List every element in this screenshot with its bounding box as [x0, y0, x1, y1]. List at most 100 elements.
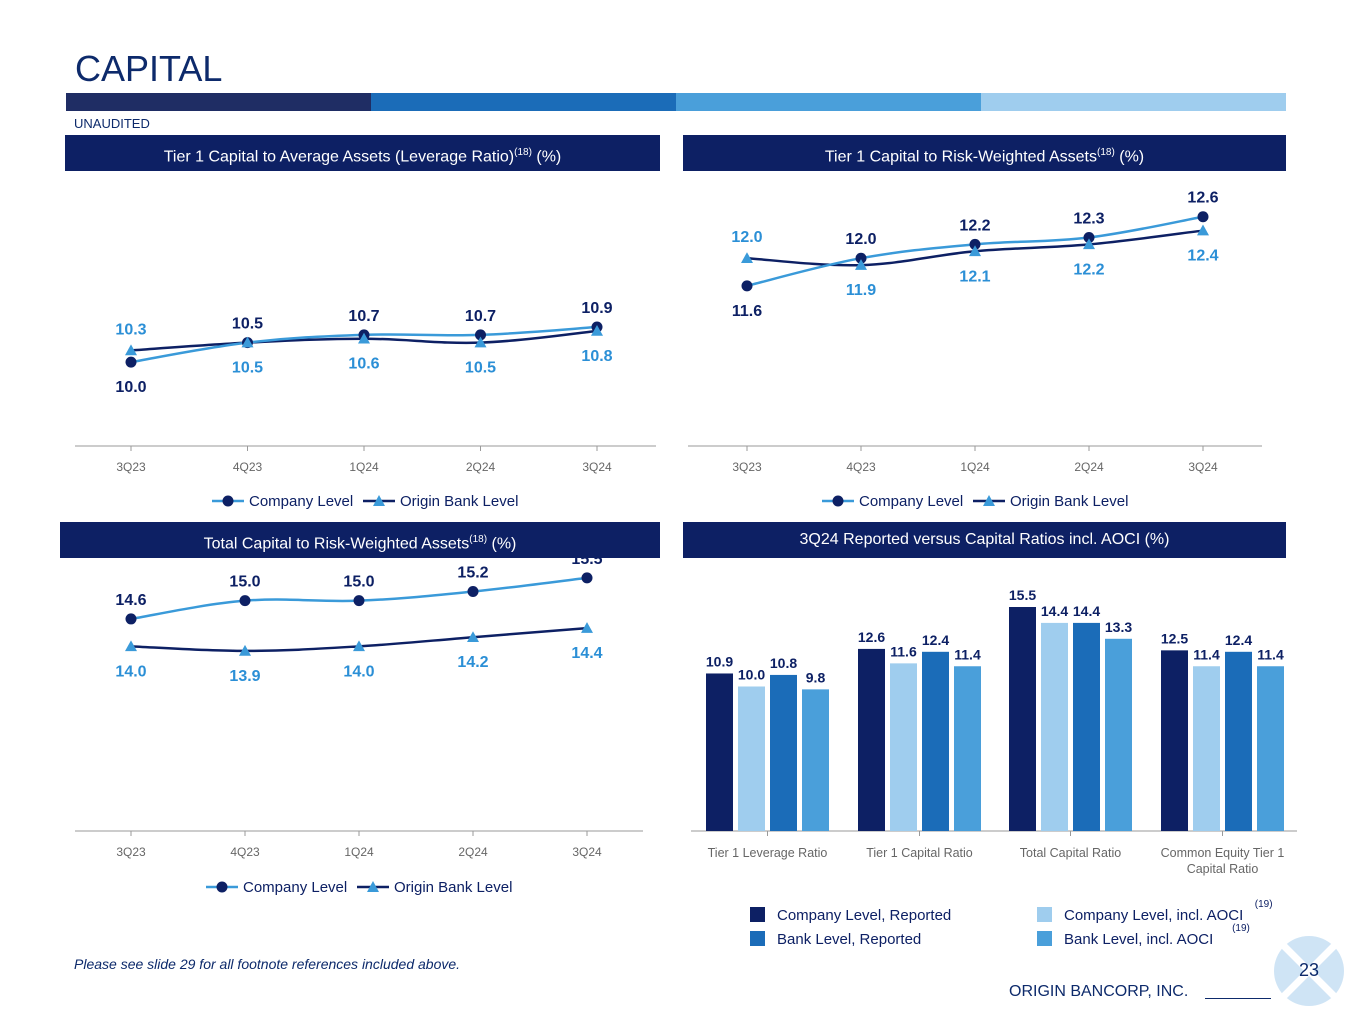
chart1-bank-label: 10.3: [115, 321, 146, 338]
chart2-bank-label: 12.4: [1187, 248, 1218, 265]
chart4-bar-label: 11.4: [1193, 646, 1220, 662]
chart4-bar: [954, 666, 981, 831]
chart2-bank-point: [855, 259, 867, 270]
chart4-legend-swatch: [750, 907, 765, 922]
page-number: 23: [1299, 960, 1320, 980]
title-stripe-4: [981, 93, 1286, 111]
chart2-tick-label: 1Q24: [960, 460, 990, 474]
chart4-bar-label: 12.4: [1225, 632, 1252, 648]
chart4-bar: [922, 651, 949, 831]
chart4-bar: [1105, 638, 1132, 831]
chart4-bar: [738, 686, 765, 831]
chart1-bank-label: 10.8: [581, 348, 612, 365]
chart3-tick-label: 1Q24: [344, 845, 374, 859]
chart2-company-point: [969, 238, 981, 250]
chart2-bank-label: 12.0: [731, 229, 762, 246]
chart2-tick-label: 4Q23: [846, 460, 876, 474]
chart3-bank-label: 13.9: [229, 668, 260, 685]
chart1-tick-label: 2Q24: [466, 460, 496, 474]
chart3-company-point: [467, 586, 479, 598]
chart4-legend-swatch: [1037, 907, 1052, 922]
chart4-legend-label: Bank Level, Reported: [777, 931, 921, 948]
chart3-legend-bank-label: Origin Bank Level: [394, 879, 512, 896]
chart1-tick-label: 1Q24: [349, 460, 379, 474]
chart1-company-label: 10.0: [115, 379, 146, 396]
chart4-bar-label: 11.4: [1257, 646, 1284, 662]
chart1-bank-point: [125, 344, 137, 356]
chart1-legend-bank-marker: [373, 495, 385, 506]
chart2-tick-label: 2Q24: [1074, 460, 1104, 474]
chart2-company-point: [741, 280, 753, 292]
chart2-legend-company-label: Company Level: [859, 493, 963, 510]
chart3-bank-label: 14.0: [343, 663, 374, 680]
chart2-bank-point: [969, 245, 981, 257]
chart4-bar: [1161, 650, 1188, 831]
chart2-company-label: 12.6: [1187, 190, 1218, 207]
chart3-title-unit: (%): [491, 535, 517, 553]
chart4-bar: [706, 673, 733, 831]
chart1-company-point: [125, 356, 137, 368]
chart2-bank-label: 11.9: [846, 282, 876, 299]
chart2-company-label: 12.0: [845, 231, 876, 248]
chart3-company-label: 15.0: [229, 574, 260, 591]
chart3-bank-point: [581, 622, 593, 633]
chart4-bar: [802, 689, 829, 831]
title-stripe-2: [371, 93, 676, 111]
chart3-tick-label: 2Q24: [458, 845, 488, 859]
chart4-header: 3Q24 Reported versus Capital Ratios incl…: [683, 522, 1286, 558]
chart2-company-point: [1083, 231, 1095, 243]
chart2-company-label: 11.6: [732, 303, 762, 320]
chart4-legend-swatch: [1037, 931, 1052, 946]
chart4-category-label: Total Capital Ratio: [1020, 846, 1121, 860]
chart4-legend-label: Company Level, Reported: [777, 907, 951, 924]
chart3-company-label: 15.2: [457, 565, 488, 582]
chart4-bar-label: 13.3: [1105, 619, 1132, 635]
logo-icon: [1274, 936, 1344, 1006]
chart4-bar-label: 11.6: [890, 643, 917, 659]
chart3-header: Total Capital to Risk-Weighted Assets(18…: [60, 522, 660, 558]
title-stripe-3: [676, 93, 981, 111]
chart3-title: Total Capital to Risk-Weighted Assets: [203, 535, 470, 553]
chart1-bank-label: 10.5: [232, 360, 263, 377]
chart3-legend-bank-marker: [367, 881, 379, 892]
chart2-legend-bank-label: Origin Bank Level: [1010, 493, 1128, 510]
chart4-bar-label: 12.6: [858, 629, 885, 645]
chart4-category-label: Capital Ratio: [1187, 862, 1259, 876]
chart4-bar: [1041, 622, 1068, 831]
chart4-bar-label: 14.4: [1073, 603, 1100, 619]
chart4-category-label: Tier 1 Capital Ratio: [866, 846, 973, 860]
chart4-bar-label: 10.8: [770, 655, 797, 671]
chart3-company-label: 15.0: [343, 574, 374, 591]
chart4-bar-label: 12.5: [1161, 630, 1188, 646]
chart3-bank-point: [125, 640, 137, 652]
chart1-company-label: 10.7: [465, 308, 496, 325]
chart2-company-point: [855, 252, 867, 264]
chart3-company-label: 15.5: [571, 551, 602, 568]
chart4-category-label: Tier 1 Leverage Ratio: [708, 846, 828, 860]
chart3-bank-label: 14.4: [571, 645, 602, 662]
chart3-company-label: 14.6: [115, 592, 146, 609]
chart4-bar: [1257, 666, 1284, 831]
chart2-bank-label: 12.2: [1073, 261, 1104, 278]
chart2-title-unit: (%): [1119, 148, 1145, 166]
chart3-company-point: [353, 595, 365, 607]
chart1-tick-label: 3Q24: [582, 460, 612, 474]
chart4-bar: [1225, 651, 1252, 831]
chart4-bar: [1193, 666, 1220, 831]
chart4-legend-sup: (19): [1255, 899, 1273, 910]
chart1-company-label: 10.7: [348, 308, 379, 325]
chart4-bar-label: 10.9: [706, 653, 733, 669]
chart4-title: 3Q24 Reported versus Capital Ratios incl…: [799, 531, 1170, 548]
chart1-bank-point: [474, 336, 487, 348]
footnote: Please see slide 29 for all footnote ref…: [74, 956, 461, 972]
chart1-bank-point: [358, 332, 370, 344]
chart2-bank-point: [741, 252, 753, 264]
chart2-legend-bank-marker: [983, 495, 995, 506]
chart3-bank-label: 14.0: [115, 663, 146, 680]
company-name: ORIGIN BANCORP, INC.: [1009, 983, 1189, 1000]
chart4-bar-label: 10.0: [738, 666, 765, 682]
company-underline: [1205, 998, 1271, 999]
chart4-legend-label: Company Level, incl. AOCI: [1064, 907, 1243, 924]
chart1-bank-label: 10.5: [465, 360, 496, 377]
chart1-company-label: 10.9: [581, 300, 612, 317]
